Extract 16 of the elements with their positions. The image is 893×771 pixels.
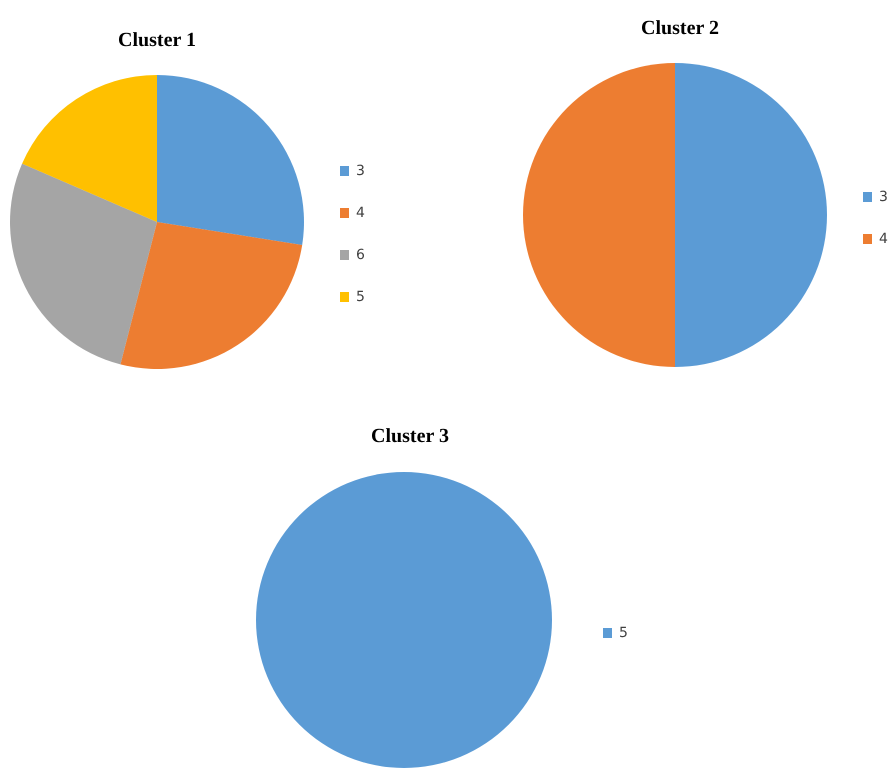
pie-slice: [523, 63, 675, 367]
pie-slice: [675, 63, 827, 367]
legend-label: 5: [619, 625, 628, 641]
legend-label: 3: [356, 163, 365, 179]
pie-slice: [22, 75, 157, 222]
pie-slice: [10, 164, 157, 364]
legend-label: 3: [879, 189, 888, 205]
chart-title: Cluster 3: [371, 425, 449, 447]
chart-title: Cluster 1: [118, 29, 196, 51]
pie-slice: [157, 75, 304, 245]
legend-label: 6: [356, 247, 365, 263]
legend-label: 4: [356, 205, 365, 221]
chart-title: Cluster 2: [641, 17, 719, 39]
legend-label: 5: [356, 289, 365, 305]
legend-label: 4: [879, 231, 888, 247]
pie-slice: [120, 222, 302, 369]
